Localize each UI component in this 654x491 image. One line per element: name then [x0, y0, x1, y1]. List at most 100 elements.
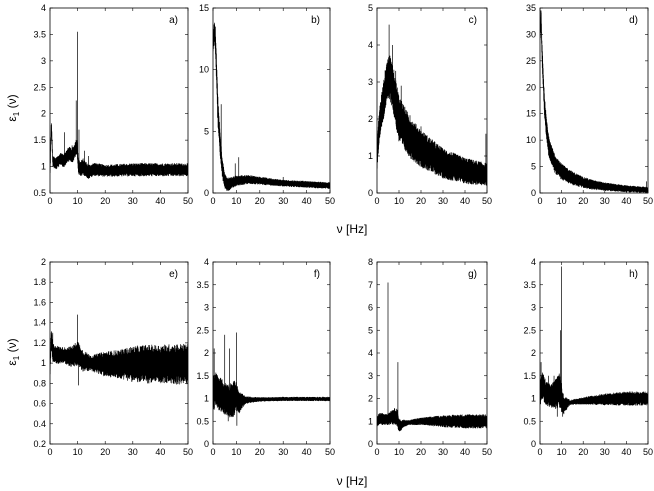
y-tick-label-f-3: 1.5 — [196, 371, 209, 381]
y-tick-label-g-3: 3 — [368, 371, 373, 381]
x-tick-label-d-2: 20 — [578, 196, 588, 206]
panel-label-c: c) — [469, 15, 477, 26]
series-trace-b-0 — [213, 24, 330, 191]
x-tick-label-f-3: 30 — [278, 447, 288, 457]
x-tick-label-g-3: 30 — [438, 447, 448, 457]
plot-frame-d — [539, 7, 649, 194]
y-tick-label-h-4: 2 — [531, 348, 536, 358]
x-tick-label-c-4: 40 — [460, 196, 470, 206]
x-tick-label-b-5: 50 — [325, 196, 335, 206]
x-tick-label-c-1: 10 — [394, 196, 404, 206]
y-axis-label-bottom-sub: 1 — [12, 355, 21, 360]
x-tick-label-c-5: 50 — [482, 196, 492, 206]
y-tick-label-h-3: 1.5 — [523, 371, 536, 381]
y-tick-label-f-5: 2.5 — [196, 325, 209, 335]
x-tick-label-g-2: 20 — [416, 447, 426, 457]
panel-c: 0 10 20 30 40 50 0 1 2 3 4 5 c) — [368, 3, 492, 206]
x-tick-label-c-3: 30 — [438, 196, 448, 206]
x-tick-label-d-4: 40 — [621, 196, 631, 206]
x-tick-label-f-2: 20 — [255, 447, 265, 457]
y-axis-label-top-sub: 1 — [12, 111, 21, 116]
plot-frame-b — [212, 7, 331, 194]
y-tick-label-a-4: 2.5 — [33, 82, 46, 92]
y-tick-label-g-7: 7 — [368, 280, 373, 290]
y-tick-label-h-7: 3.5 — [523, 280, 536, 290]
x-tick-label-a-5: 50 — [183, 196, 193, 206]
y-tick-label-c-2: 2 — [368, 114, 373, 124]
y-tick-label-e-3: 0.8 — [33, 378, 46, 388]
y-tick-label-d-2: 10 — [526, 135, 536, 145]
plot-frame-f — [212, 261, 331, 445]
y-tick-label-b-0: 0 — [204, 188, 209, 198]
x-tick-label-d-0: 0 — [537, 196, 542, 206]
x-tick-label-h-0: 0 — [537, 447, 542, 457]
y-tick-label-a-1: 1 — [41, 162, 46, 172]
series-trace-d-0 — [540, 10, 648, 193]
y-tick-label-e-8: 1.8 — [33, 277, 46, 287]
x-tick-label-c-2: 20 — [416, 196, 426, 206]
x-tick-label-a-3: 30 — [128, 196, 138, 206]
y-tick-label-d-3: 15 — [526, 109, 536, 119]
y-tick-label-f-1: 0.5 — [196, 416, 209, 426]
y-tick-label-g-0: 0 — [368, 439, 373, 449]
plot-frame-c — [376, 7, 488, 194]
y-axis-label-bottom-main: ε — [5, 360, 19, 366]
y-tick-label-c-3: 3 — [368, 77, 373, 87]
panel-e: 0 10 20 30 40 50 0.2 0.4 0.6 0.8 1 1.2 1.4 1.6 1.8 2 e) — [33, 257, 193, 457]
x-tick-label-g-1: 10 — [394, 447, 404, 457]
x-tick-label-b-1: 10 — [231, 196, 241, 206]
panels-layer: 0 10 20 30 40 500.511.522.533.54a)0 10 20 30 40 50… — [33, 3, 653, 457]
x-tick-label-e-2: 20 — [100, 447, 110, 457]
y-tick-label-e-5: 1.2 — [33, 338, 46, 348]
y-tick-label-e-7: 1.6 — [33, 297, 46, 307]
panel-f: 0 10 20 30 40 50 0 0.5 1 1.5 2 2.5 3 3.5 4 f) — [196, 257, 335, 457]
y-axis-label-bottom-rest: (ν) — [5, 338, 19, 355]
x-tick-label-b-3: 30 — [278, 196, 288, 206]
x-tick-label-h-3: 30 — [600, 447, 610, 457]
y-tick-label-h-8: 4 — [531, 257, 536, 267]
series-trace-c-0 — [377, 55, 487, 186]
series-trace-e-0 — [50, 331, 188, 385]
x-tick-label-b-0: 0 — [210, 196, 215, 206]
y-tick-label-e-2: 0.6 — [33, 399, 46, 409]
y-tick-label-e-9: 2 — [41, 257, 46, 267]
panel-label-h: h) — [629, 269, 638, 280]
plot-frame-e — [49, 261, 189, 445]
y-tick-label-g-4: 4 — [368, 348, 373, 358]
y-tick-label-h-6: 3 — [531, 303, 536, 313]
y-tick-label-a-5: 3 — [41, 56, 46, 66]
series-trace-f-0 — [213, 372, 330, 418]
x-tick-label-a-4: 40 — [155, 196, 165, 206]
y-tick-label-f-4: 2 — [204, 348, 209, 358]
x-tick-label-g-5: 50 — [482, 447, 492, 457]
x-tick-label-e-5: 50 — [183, 447, 193, 457]
y-tick-label-e-1: 0.4 — [33, 419, 46, 429]
y-tick-label-f-2: 1 — [204, 394, 209, 404]
y-tick-label-f-8: 4 — [204, 257, 209, 267]
panel-label-a: a) — [169, 15, 178, 26]
x-tick-label-g-4: 40 — [460, 447, 470, 457]
y-tick-label-d-6: 30 — [526, 29, 536, 39]
y-tick-label-h-5: 2.5 — [523, 325, 536, 335]
series-trace-g-0 — [377, 408, 487, 432]
y-tick-label-g-6: 6 — [368, 303, 373, 313]
x-axis-label-bottom: ν [Hz] — [337, 474, 368, 488]
y-tick-label-e-6: 1.4 — [33, 318, 46, 328]
x-tick-label-e-4: 40 — [155, 447, 165, 457]
y-tick-label-f-7: 3.5 — [196, 280, 209, 290]
y-tick-label-h-1: 0.5 — [523, 416, 536, 426]
series-trace-a-0 — [50, 123, 188, 179]
y-tick-label-d-4: 20 — [526, 82, 536, 92]
x-tick-label-g-0: 0 — [374, 447, 379, 457]
y-axis-label-top: ε1 (ν) — [5, 94, 21, 121]
y-tick-label-d-0: 0 — [531, 188, 536, 198]
y-tick-label-e-4: 1 — [41, 358, 46, 368]
panel-label-g: g) — [468, 269, 477, 280]
y-tick-label-f-6: 3 — [204, 303, 209, 313]
y-tick-label-c-0: 0 — [368, 188, 373, 198]
y-tick-label-h-0: 0 — [531, 439, 536, 449]
x-tick-label-a-2: 20 — [100, 196, 110, 206]
y-tick-label-f-0: 0 — [204, 439, 209, 449]
y-tick-label-d-7: 35 — [526, 3, 536, 13]
